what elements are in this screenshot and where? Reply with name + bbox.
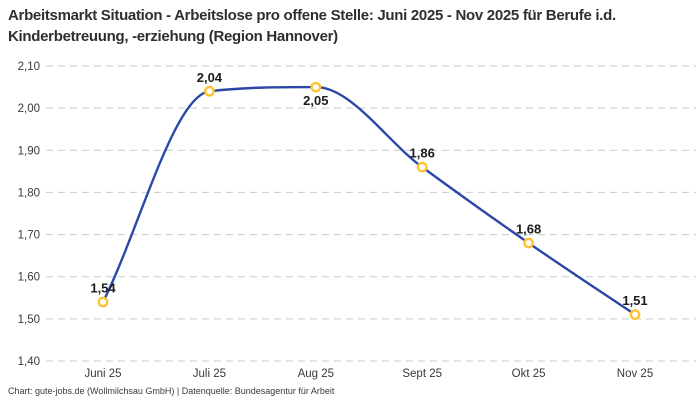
data-point-label: 2,05	[303, 93, 328, 108]
data-point-marker	[310, 81, 322, 93]
x-axis-tick-label: Juni 25	[84, 368, 121, 380]
y-axis-tick-label: 1,80	[18, 187, 40, 199]
chart-title: Arbeitsmarkt Situation - Arbeitslose pro…	[8, 7, 616, 45]
trend-line	[101, 85, 637, 316]
data-point-marker	[629, 309, 641, 320]
chart-attribution: Chart: gute-jobs.de (Wollmilchsau GmbH) …	[8, 386, 335, 396]
y-axis-tick-label: 1,50	[18, 314, 40, 326]
data-point-label: 1,51	[622, 293, 647, 308]
data-point-marker	[523, 237, 534, 249]
x-axis-tick-label: Juli 25	[193, 368, 226, 380]
data-point-marker	[203, 85, 215, 97]
y-axis-tick-label: 1,70	[18, 230, 40, 242]
x-axis-tick-label: Okt 25	[512, 368, 546, 380]
data-point-marker	[97, 296, 109, 308]
data-point-label: 1,54	[90, 281, 116, 296]
data-point-label: 1,86	[410, 146, 435, 161]
data-point-label: 1,68	[516, 222, 541, 237]
data-point-label: 2,04	[197, 70, 223, 85]
y-axis-tick-label: 1,90	[18, 145, 40, 157]
y-axis-tick-label: 2,00	[18, 103, 40, 115]
x-axis-tick-label: Aug 25	[298, 368, 334, 380]
x-axis-tick-label: Nov 25	[617, 368, 653, 380]
y-axis-tick-label: 1,60	[18, 272, 40, 284]
y-axis-tick-label: 2,10	[18, 61, 40, 73]
x-axis-tick-label: Sept 25	[402, 368, 442, 380]
data-point-marker	[416, 161, 428, 173]
y-axis-tick-label: 1,40	[18, 356, 40, 368]
